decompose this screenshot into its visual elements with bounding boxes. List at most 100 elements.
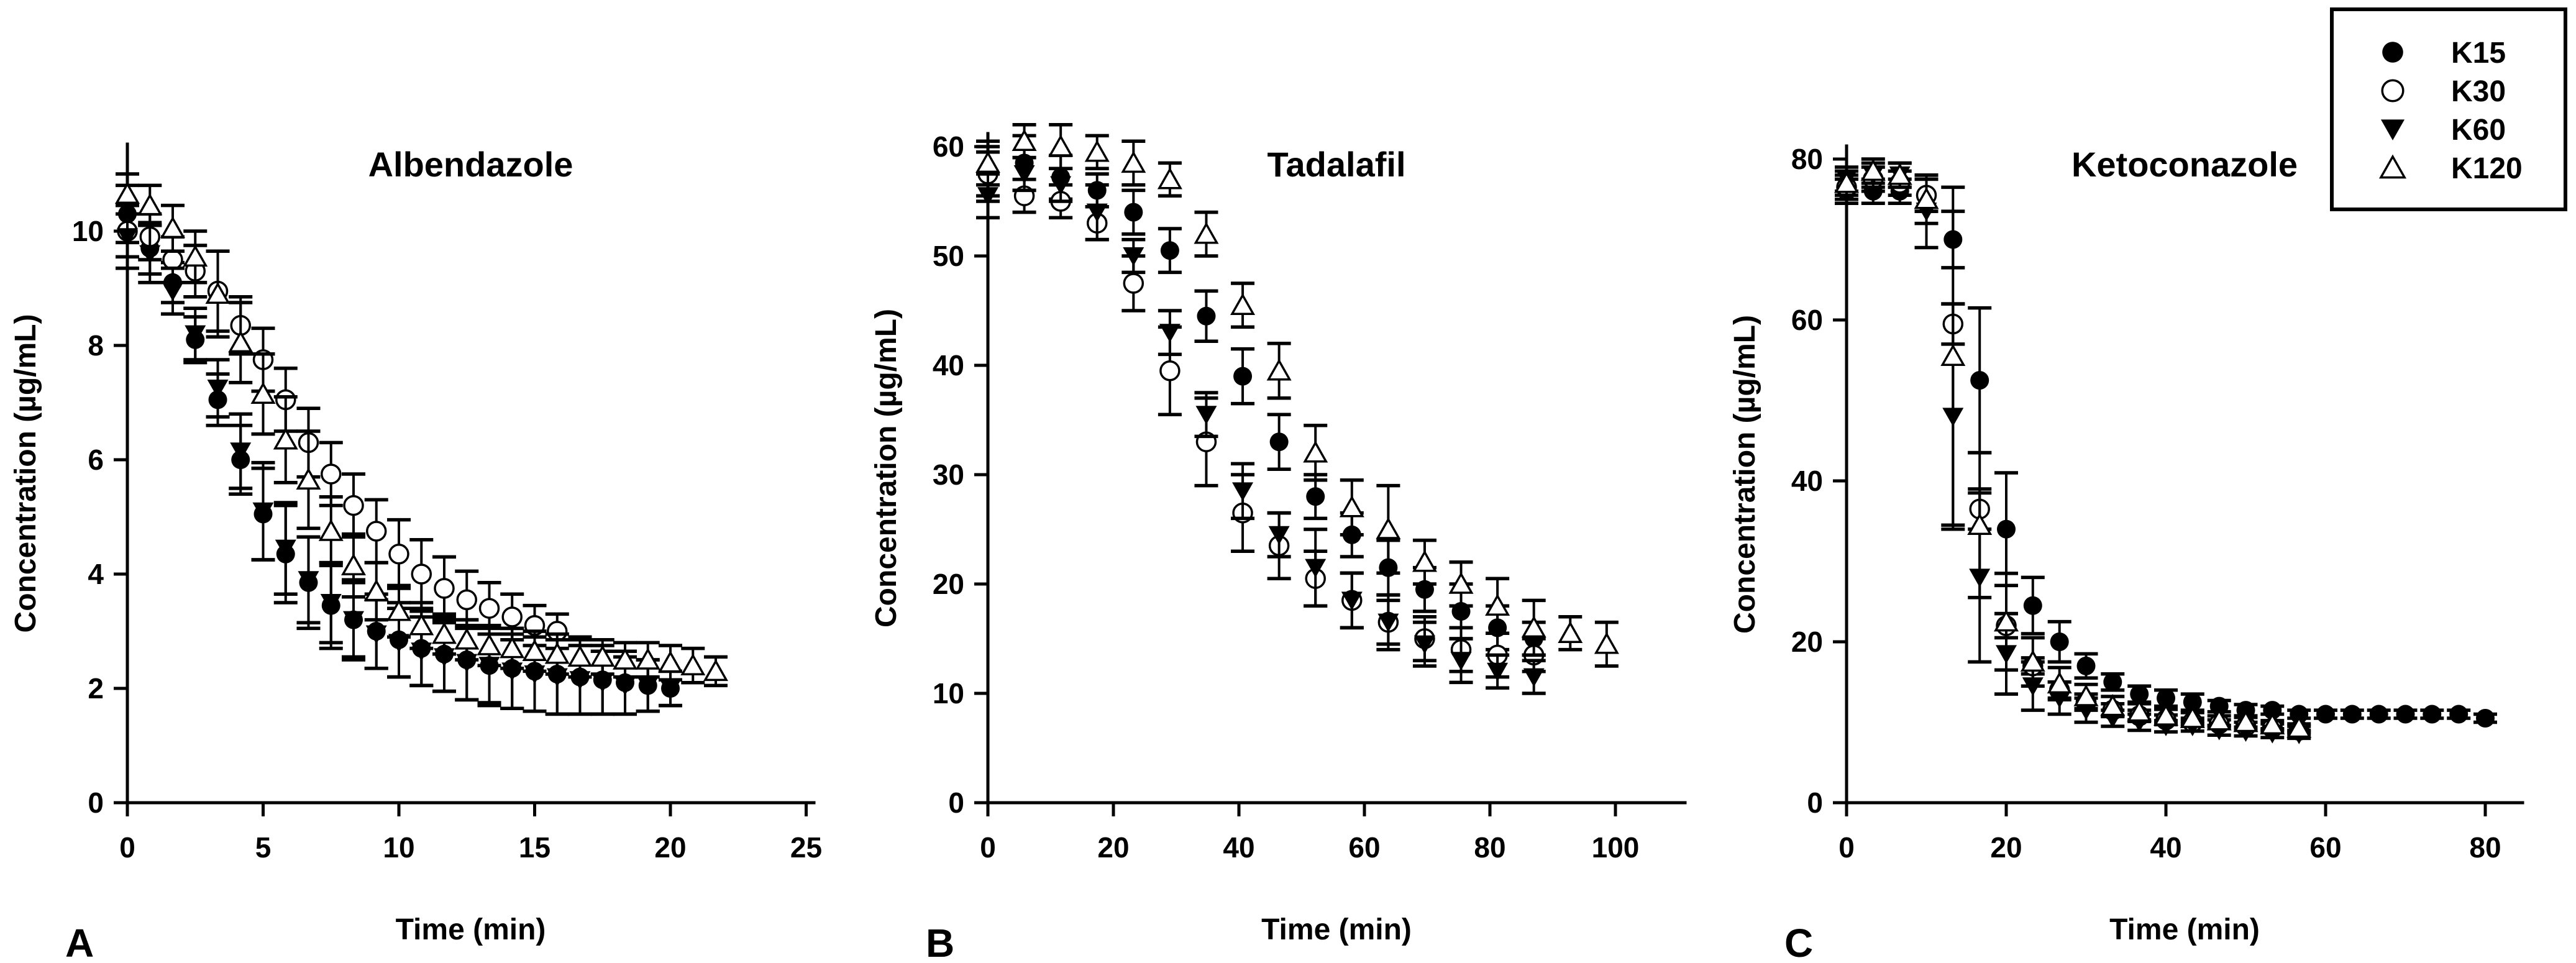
- filled-circle-marker-icon: [2183, 693, 2202, 712]
- open-circle-marker-icon: [343, 495, 364, 516]
- open-triangle-up-marker-icon: [137, 193, 163, 216]
- open-triangle-up-marker-icon: [975, 150, 1001, 173]
- open-triangle-up-marker-icon: [2127, 700, 2152, 722]
- y-tick-label: 40: [1791, 465, 1823, 497]
- x-tick-label: 60: [1348, 831, 1380, 864]
- filled-circle-marker-icon: [2263, 701, 2282, 720]
- y-axis-label: Concentration (µg/mL): [870, 309, 903, 628]
- filled-circle-marker-icon: [2023, 596, 2042, 615]
- open-triangle-up-marker-icon: [1485, 593, 1510, 616]
- x-axis-label: Time (min): [2109, 913, 2260, 946]
- y-tick-label: 20: [1791, 626, 1823, 658]
- open-triangle-up-marker-icon: [2180, 706, 2205, 728]
- filled-circle-marker-icon: [2396, 705, 2415, 724]
- x-tick-label: 20: [1990, 831, 2022, 864]
- open-circle-marker-icon: [434, 578, 455, 599]
- y-tick-label: 0: [948, 787, 964, 819]
- open-triangle-up-marker-icon: [1012, 129, 1037, 151]
- open-triangle-up-marker-icon: [1157, 167, 1182, 189]
- open-triangle-up-marker-icon: [318, 519, 344, 541]
- filled-circle-marker-icon: [2423, 705, 2442, 724]
- y-tick-label: 2: [88, 672, 104, 705]
- filled-triangle-down-marker-icon: [1195, 406, 1217, 425]
- filled-triangle-down-marker-icon: [1123, 247, 1144, 266]
- filled-triangle-down-marker-icon: [1232, 482, 1254, 501]
- open-circle-marker-icon: [388, 544, 409, 565]
- filled-triangle-down-marker-icon: [320, 594, 342, 613]
- filled-circle-marker-icon: [1197, 306, 1216, 326]
- open-triangle-up-marker-icon: [2233, 710, 2259, 733]
- x-tick-label: 5: [255, 831, 272, 864]
- x-tick-label: 20: [1097, 831, 1129, 864]
- open-triangle-up-marker-icon: [273, 427, 298, 450]
- open-triangle-up-marker-icon: [1339, 495, 1364, 518]
- x-tick-label: 60: [2309, 831, 2341, 864]
- open-triangle-up-marker-icon: [1940, 344, 1966, 367]
- filled-triangle-down-marker-icon: [117, 228, 138, 247]
- filled-triangle-down-marker-icon: [1450, 652, 1472, 671]
- open-triangle-up-marker-icon: [544, 642, 570, 664]
- y-axis-label: Concentration (µg/mL): [9, 314, 42, 633]
- filled-triangle-down-marker-icon: [614, 677, 636, 696]
- open-triangle-up-marker-icon: [1048, 134, 1074, 157]
- panel-letter: B: [926, 921, 954, 963]
- filled-circle-marker-icon: [2103, 672, 2122, 691]
- filled-triangle-down-marker-icon: [275, 539, 296, 559]
- series-k60: [976, 155, 1546, 695]
- filled-triangle-down-marker-icon: [1159, 324, 1181, 343]
- panel-c: 0 20 40 60 80 0 20 40 60 80 Ketoconazole Time (min)…: [1729, 143, 2524, 963]
- legend: K15 K30 K60 K120: [2330, 7, 2567, 211]
- filled-triangle-down-marker-icon: [591, 673, 613, 693]
- open-triangle-up-marker-icon: [2260, 712, 2285, 735]
- x-tick-label: 0: [119, 831, 135, 864]
- y-tick-label: 6: [88, 444, 104, 476]
- filled-triangle-down-marker-icon: [1414, 635, 1435, 654]
- y-tick-label: 40: [933, 349, 964, 381]
- x-tick-label: 0: [1838, 831, 1855, 864]
- filled-circle-marker-icon: [2076, 656, 2096, 675]
- open-triangle-up-marker-icon: [500, 636, 525, 659]
- x-tick-label: 20: [654, 831, 686, 864]
- open-triangle-up-marker-icon: [2047, 671, 2072, 694]
- x-tick-label: 0: [980, 831, 996, 864]
- filled-circle-marker-icon: [1970, 371, 1989, 390]
- open-circle-marker-icon: [411, 564, 432, 585]
- series-k120: [1834, 157, 2312, 738]
- open-circle-marker-icon: [501, 606, 523, 628]
- series-k120: [975, 123, 1619, 668]
- series-k60: [1835, 161, 2311, 744]
- filled-circle-marker-icon: [2209, 696, 2229, 716]
- open-triangle-up-marker-icon: [477, 633, 502, 655]
- open-triangle-up-marker-icon: [1860, 158, 1886, 181]
- open-triangle-up-marker-icon: [1558, 621, 1583, 643]
- open-triangle-up-marker-icon: [1887, 163, 1912, 185]
- filled-triangle-down-marker-icon: [977, 187, 998, 206]
- open-triangle-up-marker-icon: [409, 613, 434, 636]
- open-triangle-up-marker-icon: [1121, 150, 1146, 173]
- filled-triangle-down-marker-icon: [365, 625, 387, 644]
- panel-letter: C: [1784, 921, 1813, 963]
- filled-triangle-down-marker-icon: [637, 677, 659, 696]
- filled-triangle-down-marker-icon: [1086, 203, 1108, 222]
- open-triangle-up-marker-icon: [1084, 140, 1110, 162]
- filled-circle-marker-icon: [2130, 685, 2149, 704]
- filled-triangle-down-marker-icon: [162, 282, 183, 301]
- filled-circle-marker-icon: [2449, 705, 2469, 724]
- x-tick-label: 40: [1223, 831, 1254, 864]
- x-tick-label: 15: [519, 831, 550, 864]
- panel-title: Albendazole: [368, 145, 573, 184]
- open-triangle-up-marker-icon: [567, 644, 593, 667]
- open-triangle-up-marker-icon: [431, 622, 457, 644]
- open-triangle-up-marker-icon: [183, 244, 208, 267]
- filled-circle-marker-icon: [2290, 705, 2309, 724]
- open-triangle-up-marker-icon: [341, 553, 367, 575]
- filled-triangle-down-marker-icon: [2380, 119, 2405, 140]
- filled-circle-marker-icon: [2382, 42, 2403, 63]
- open-triangle-up-marker-icon: [2073, 684, 2099, 706]
- filled-circle-marker-icon: [2316, 705, 2335, 724]
- open-triangle-up-marker-icon: [590, 644, 615, 667]
- open-triangle-up-marker-icon: [2153, 703, 2179, 726]
- legend-label: K30: [2451, 75, 2506, 108]
- series-k120: [114, 172, 728, 688]
